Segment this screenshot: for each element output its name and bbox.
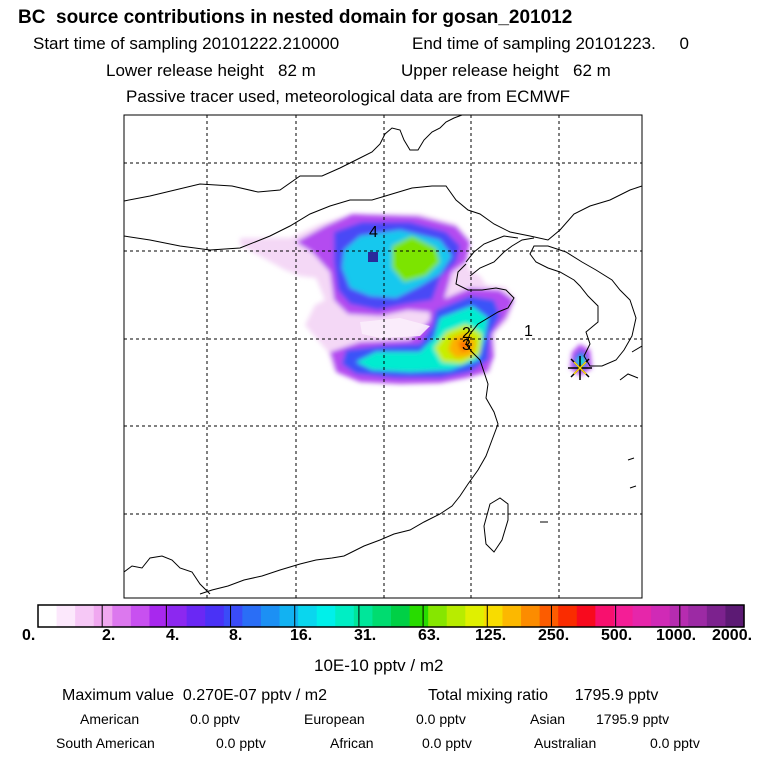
colorbar-cell bbox=[483, 605, 504, 627]
south-american-label: South American bbox=[56, 735, 155, 751]
marker-2: 2 bbox=[462, 325, 471, 342]
american-label: American bbox=[80, 711, 140, 727]
colorbar-tick-2: 4. bbox=[166, 627, 180, 644]
colorbar-cell bbox=[242, 605, 262, 627]
colorbar-tick-3: 8. bbox=[229, 627, 243, 644]
colorbar-tick-10: 1000. bbox=[656, 627, 697, 644]
colorbar-cell bbox=[316, 605, 336, 627]
colorbar-cell bbox=[372, 605, 392, 627]
colorbar-cell bbox=[38, 605, 58, 627]
colorbar-cell bbox=[669, 605, 689, 627]
colorbar-cell bbox=[558, 605, 578, 627]
colorbar-cell bbox=[223, 605, 243, 627]
colorbar-cell bbox=[613, 605, 634, 627]
end-time-label: End time of sampling 20101223. 0 bbox=[412, 34, 689, 53]
colorbar-cell bbox=[205, 605, 225, 627]
marker-3: 3 bbox=[462, 337, 471, 354]
colorbar-tick-11: 2000. bbox=[712, 627, 753, 644]
colorbar-tick-4: 16. bbox=[290, 627, 313, 644]
total-mixing-ratio: Total mixing ratio 1795.9 pptv bbox=[428, 687, 659, 704]
colorbar-cell bbox=[632, 605, 652, 627]
colorbar-tick-8: 250. bbox=[538, 627, 570, 644]
colorbar-cell bbox=[168, 605, 188, 627]
receptor-star-icon bbox=[568, 356, 592, 380]
start-time-label: Start time of sampling 20101222.210000 bbox=[33, 34, 340, 53]
american-value: 0.0 pptv bbox=[190, 711, 240, 727]
marker-1: 1 bbox=[524, 323, 533, 340]
european-value: 0.0 pptv bbox=[416, 711, 466, 727]
upper-release-height: Upper release height 62 m bbox=[401, 61, 611, 80]
colorbar-tick-6: 63. bbox=[418, 627, 441, 644]
colorbar-cell bbox=[279, 605, 299, 627]
colorbar-cell bbox=[725, 605, 745, 627]
map-frame bbox=[123, 114, 643, 599]
colorbar-cell bbox=[75, 605, 95, 627]
lat-lon-grid bbox=[124, 115, 642, 598]
australian-label: Australian bbox=[534, 735, 597, 751]
colorbar-tick-7: 125. bbox=[475, 627, 507, 644]
colorbar-cell bbox=[539, 605, 559, 627]
colorbar-cell bbox=[130, 605, 151, 627]
colorbar-cell bbox=[502, 605, 522, 627]
colorbar-cell bbox=[353, 605, 374, 627]
colorbar-cell bbox=[298, 605, 318, 627]
colorbar-cell bbox=[93, 605, 113, 627]
colorbar-tick-0: 0. bbox=[22, 627, 36, 644]
australian-value: 0.0 pptv bbox=[650, 735, 700, 751]
colorbar-cell bbox=[56, 605, 76, 627]
concentration-plume bbox=[240, 214, 592, 384]
colorbar-cell bbox=[409, 605, 429, 627]
colorbar-cell bbox=[186, 605, 206, 627]
colorbar-cell bbox=[465, 605, 485, 627]
colorbar-cell bbox=[428, 605, 448, 627]
african-value: 0.0 pptv bbox=[422, 735, 472, 751]
colorbar-cell bbox=[651, 605, 671, 627]
colorbar-cell bbox=[112, 605, 132, 627]
south-american-value: 0.0 pptv bbox=[216, 735, 266, 751]
colorbar-cell bbox=[446, 605, 466, 627]
african-label: African bbox=[330, 735, 374, 751]
tracer-note: Passive tracer used, meteorological data… bbox=[126, 87, 571, 106]
colorbar-cell bbox=[260, 605, 281, 627]
colorbar-unit: 10E-10 pptv / m2 bbox=[314, 656, 444, 675]
colorbar-tick-5: 31. bbox=[354, 627, 377, 644]
maximum-value: Maximum value 0.270E-07 pptv / m2 bbox=[62, 687, 328, 704]
colorbar-cell bbox=[335, 605, 355, 627]
colorbar-tick-9: 500. bbox=[601, 627, 633, 644]
colorbar-cell bbox=[706, 605, 727, 627]
asian-value: 1795.9 pptv bbox=[596, 711, 670, 727]
colorbar-cell bbox=[391, 605, 411, 627]
colorbar-cell bbox=[576, 605, 596, 627]
colorbar-tick-1: 2. bbox=[102, 627, 116, 644]
european-label: European bbox=[304, 711, 365, 727]
colorbar-cell bbox=[521, 605, 541, 627]
coastlines bbox=[124, 115, 642, 595]
asian-label: Asian bbox=[530, 711, 566, 727]
marker-4: 4 bbox=[369, 224, 378, 241]
lower-release-height: Lower release height 82 m bbox=[106, 61, 316, 80]
colorbar-cell bbox=[149, 605, 169, 627]
colorbar-cell bbox=[688, 605, 708, 627]
page-title: BC source contributions in nested domain… bbox=[18, 7, 573, 28]
colorbar-cell bbox=[595, 605, 615, 627]
